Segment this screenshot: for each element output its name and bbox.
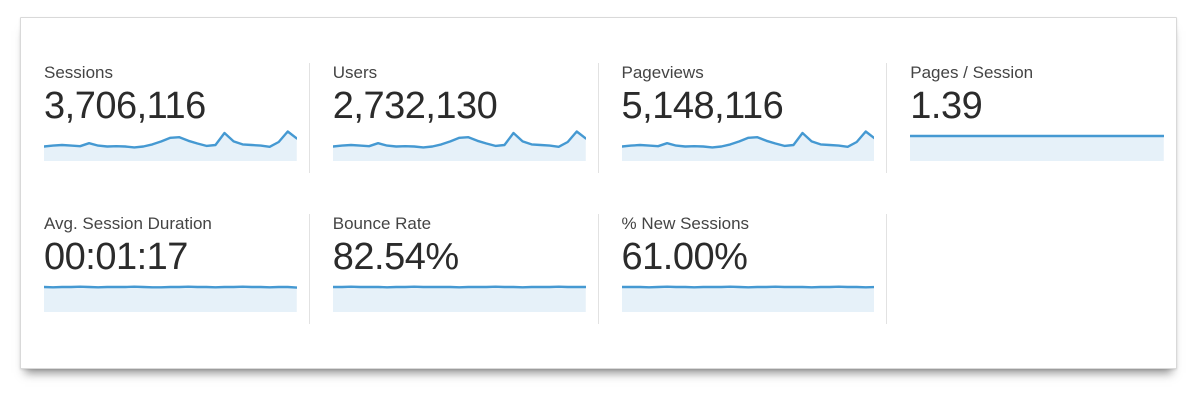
- metric-label: Pages / Session: [910, 63, 1034, 82]
- pageviews-sparkline-chart: [621, 126, 875, 161]
- metric-label: Pageviews: [621, 63, 704, 82]
- metrics-summary-card: Sessions 3,706,116 Users 2,732,130 Pagev…: [20, 17, 1177, 369]
- metric-value: 1.39: [910, 85, 983, 127]
- metric-pageviews[interactable]: Pageviews 5,148,116: [599, 63, 888, 173]
- metric-value: 3,706,116: [44, 85, 206, 127]
- sessions-sparkline-chart: [44, 126, 297, 161]
- metric-users[interactable]: Users 2,732,130: [310, 63, 599, 173]
- metric-value: 2,732,130: [332, 85, 498, 127]
- metric-label: Bounce Rate: [332, 214, 432, 233]
- users-sparkline-chart: [332, 126, 586, 161]
- metric-avg-session-duration[interactable]: Avg. Session Duration 00:01:17: [21, 214, 310, 324]
- metric-value: 00:01:17: [44, 236, 188, 278]
- metric-row-2: Avg. Session Duration 00:01:17 Bounce Ra…: [21, 214, 1176, 324]
- metric-row-1: Sessions 3,706,116 Users 2,732,130 Pagev…: [21, 63, 1176, 173]
- metric-value: 61.00%: [621, 236, 748, 278]
- metric-pages-per-session[interactable]: Pages / Session 1.39: [887, 63, 1176, 173]
- metric-label: Sessions: [44, 63, 113, 82]
- metric-label: Avg. Session Duration: [44, 214, 212, 233]
- metric-label: Users: [332, 63, 378, 82]
- avg-session-duration-sparkline-chart: [44, 277, 297, 312]
- metric-value: 82.54%: [332, 236, 459, 278]
- metric-new-sessions[interactable]: % New Sessions 61.00%: [599, 214, 888, 324]
- metric-label: % New Sessions: [621, 214, 750, 233]
- bounce-rate-sparkline-chart: [332, 277, 586, 312]
- new-sessions-sparkline-chart: [621, 277, 875, 312]
- empty-cell: [887, 214, 1176, 324]
- metric-bounce-rate[interactable]: Bounce Rate 82.54%: [310, 214, 599, 324]
- metric-value: 5,148,116: [621, 85, 784, 127]
- metric-sessions[interactable]: Sessions 3,706,116: [21, 63, 310, 173]
- pages-per-session-sparkline-chart: [910, 126, 1164, 161]
